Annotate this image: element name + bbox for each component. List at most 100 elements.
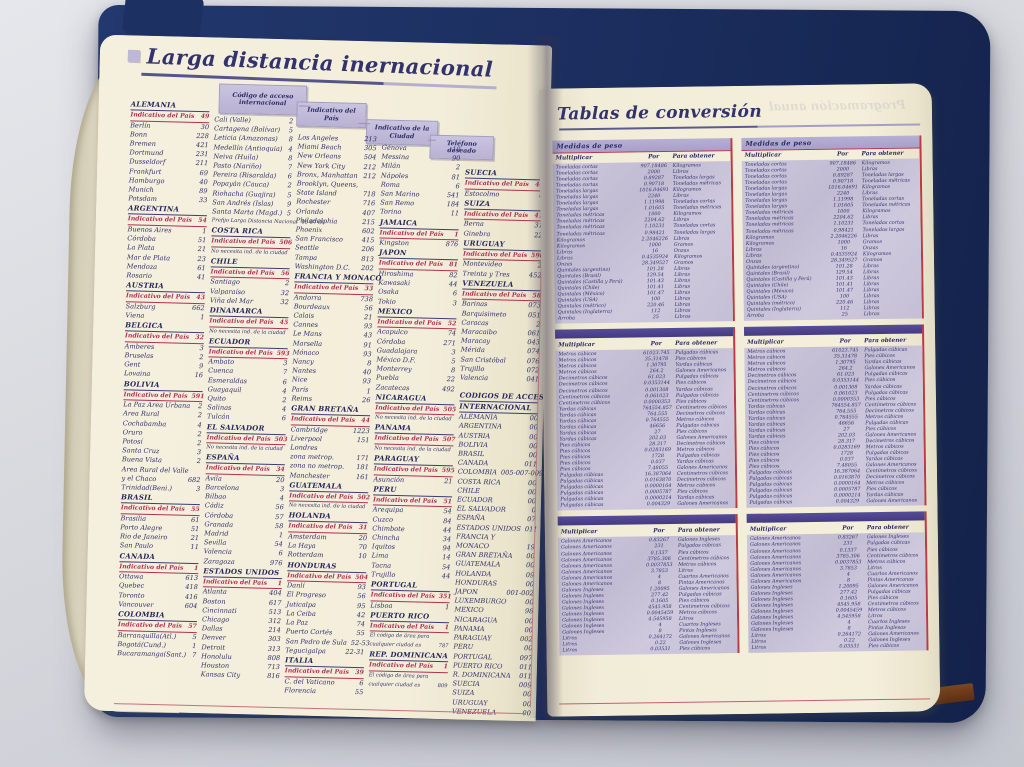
row-value: 51 [190, 525, 200, 534]
row-value: 2 [199, 353, 204, 362]
row-value: 213 [364, 135, 377, 144]
row-value: 58 [274, 521, 284, 531]
row-value: 51 [443, 497, 453, 506]
row-value: 74 [447, 329, 457, 338]
city-row: Florencia 55 [284, 686, 363, 697]
column-header: Multiplicar [749, 526, 787, 534]
right-page-bottom-rule [559, 698, 931, 705]
row-value: 16 [194, 371, 204, 380]
row-label: Milán [381, 161, 401, 171]
row-value: 541 [446, 191, 460, 200]
row-value: 1 [454, 230, 459, 239]
column-header: Multiplicar [744, 152, 782, 159]
row-value: 7 [282, 368, 288, 377]
row-value: 613 [185, 574, 199, 583]
row-value: 5 [286, 209, 292, 218]
row-value: 513 [268, 607, 282, 617]
multiply-cell: Pulgadas cúbicas [560, 502, 604, 509]
row-value: 56 [357, 592, 366, 601]
conversion-title-underline [559, 123, 921, 131]
row-value: 74 [356, 620, 366, 629]
row-label: Danlí [286, 581, 305, 591]
row-value: 6 [359, 678, 364, 687]
row-value: 34 [276, 466, 285, 474]
row-value: 211 [195, 159, 209, 168]
row-value: 4 [288, 144, 293, 153]
row-value: 504 [355, 573, 369, 581]
row-value: 32 [195, 334, 205, 342]
row-value: 313 [267, 644, 281, 653]
section-divider-bar [555, 327, 734, 339]
row-value: 2 [197, 429, 202, 439]
row-label: Asunción [373, 475, 405, 484]
row-value: 10 [358, 552, 367, 561]
row-value: 5 [287, 190, 292, 199]
row-value: 31 [358, 524, 368, 532]
row-value: 4 [279, 494, 285, 503]
row-value: 54 [441, 562, 451, 571]
row-value: 34 [442, 535, 452, 544]
row-value: 26 [361, 395, 371, 405]
row-value: 214 [268, 626, 281, 635]
code-label: Indicativo del País [368, 661, 434, 671]
row-value: 1 [277, 579, 283, 588]
table-body: Galones Americanos 0.83267 Galones Inglese… [746, 532, 927, 654]
row-value: 738 [360, 294, 374, 303]
code-label: Indicativo del País [205, 464, 270, 474]
row-value: 2 [284, 279, 290, 288]
code-label: Indicativo del País [373, 465, 438, 474]
row-value: 4 [282, 386, 287, 396]
left-page: Larga distancia inernacional Código de a… [83, 34, 553, 722]
row-value: 93 [363, 322, 373, 331]
row-value: 32 [280, 297, 289, 307]
row-value: 8 [288, 135, 293, 144]
code-label: Indicativo del País [462, 250, 528, 259]
conversion-table: Medidas de peso Multiplicar Por Para obtene… [552, 138, 735, 324]
row-value: 151 [356, 435, 370, 445]
row-value: 502 [357, 493, 371, 502]
row-value: 3 [279, 485, 285, 494]
row-value: 5 [192, 632, 197, 641]
row-label: Lisboa [370, 600, 393, 610]
row-value: 3 [452, 298, 457, 307]
row-label: Nice [291, 375, 308, 385]
column-header: Multiplicar [560, 529, 598, 536]
factor-cell: 0.004329 [835, 498, 860, 506]
row-value: 43 [196, 294, 206, 302]
code-label: Indicativo del País [288, 522, 353, 532]
row-value: 1223 [352, 426, 370, 435]
row-value: 171 [356, 454, 370, 463]
row-value: 44 [361, 417, 371, 425]
row-value: 312 [268, 616, 282, 626]
row-value: 39 [355, 668, 364, 677]
row-label: Tampa [294, 253, 318, 262]
code-label: Indicativo del País [375, 404, 440, 413]
column-header: Multiplicar [558, 342, 595, 349]
code-label: Indicativo del País [202, 578, 268, 587]
row-value: 1 [200, 313, 205, 322]
table-row: Litros 0.03531 Pies cúbicos [751, 643, 923, 651]
show-through-ghost-text: Programación anual [769, 97, 906, 114]
row-value: 61 [191, 515, 200, 525]
conversion-table: Multiplicar Por Para obtener Galones Americ… [746, 511, 929, 654]
row-value: 682 [187, 475, 201, 485]
row-label: Cuzco [372, 515, 394, 524]
row-label: La Paz [285, 618, 309, 627]
column-header: Para obtener [866, 525, 909, 532]
row-value: 809 [437, 683, 448, 690]
row-value: 2 [196, 457, 202, 466]
row-label: Oruro [122, 428, 143, 437]
code-label: Indicativo del País [284, 667, 349, 676]
row-value: 716 [362, 199, 376, 208]
row-value: 54 [198, 217, 207, 225]
code-label: Indicativo del País [210, 268, 275, 277]
conversion-tables: Medidas de peso Multiplicar Por Para obtene… [552, 135, 929, 656]
row-value: 202 [361, 263, 374, 273]
row-value: 816 [267, 672, 280, 681]
row-value: 3 [451, 348, 456, 357]
row-value: 41 [196, 273, 206, 282]
code-label: Indicativo del País [123, 390, 188, 400]
row-label: Kansas City [200, 670, 241, 680]
row-value: 6 [278, 549, 283, 558]
code-label: Indicativo del País [372, 496, 438, 505]
